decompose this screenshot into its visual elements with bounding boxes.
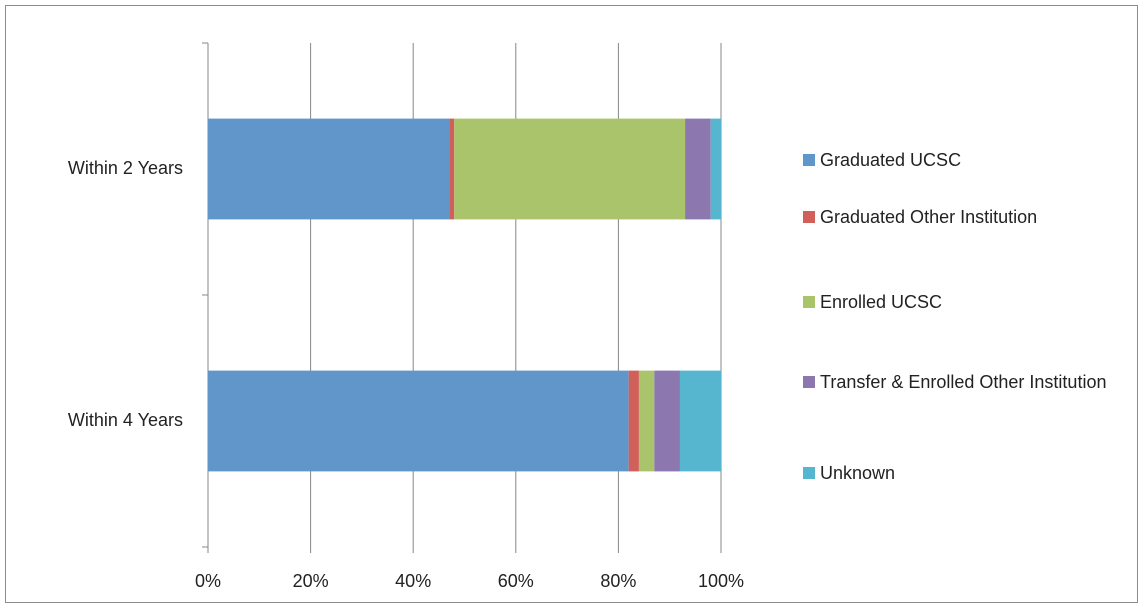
legend-swatch [803,296,815,308]
x-tick-label: 20% [293,571,329,591]
bar-segment [454,118,686,220]
legend-item: Transfer & Enrolled Other Institution [803,372,1133,395]
legend-swatch [803,211,815,223]
legend-swatch [803,376,815,388]
legend-swatch [803,154,815,166]
x-tick-label: 80% [600,571,636,591]
x-tick-label: 100% [698,571,744,591]
chart-border [5,5,1138,603]
legend-swatch [803,467,815,479]
bar-segment [208,370,629,472]
bar-segment [638,370,655,472]
legend-item: Graduated Other Institution [803,207,1133,230]
y-tick-label: Within 2 Years [68,158,183,178]
bar-segment [449,118,455,220]
bar-segment [628,370,639,472]
legend-label: Transfer & Enrolled Other Institution [820,372,1107,392]
legend-label: Unknown [820,463,896,483]
bar-segment [685,118,711,220]
x-tick-label: 60% [498,571,534,591]
legend-item: Unknown [803,463,1133,486]
legend-label: Graduated UCSC [820,150,962,170]
y-tick-label: Within 4 Years [68,410,183,430]
x-tick-label: 40% [395,571,431,591]
bar-segment [710,118,721,220]
x-tick-label: 0% [195,571,221,591]
bar-segment [654,370,680,472]
bar-segment [208,118,450,220]
legend-label: Enrolled UCSC [820,292,943,312]
legend-label: Graduated Other Institution [820,207,1038,227]
legend-item: Graduated UCSC [803,150,1133,173]
bar-segment [679,370,721,472]
legend-item: Enrolled UCSC [803,292,1133,315]
